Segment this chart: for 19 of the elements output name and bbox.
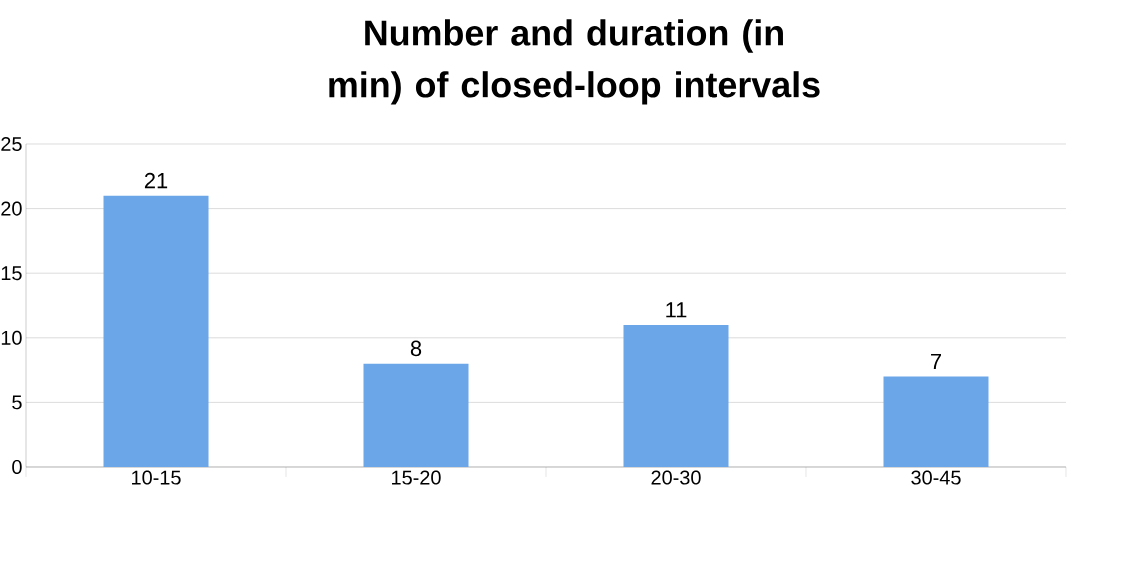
x-tick-label: 30-45	[911, 470, 961, 485]
y-tick-label: 25	[1, 136, 22, 152]
x-tick-label: 15-20	[392, 470, 441, 485]
y-tick-label: 10	[1, 330, 22, 345]
y-tick-label: 5	[12, 395, 22, 410]
data-label: 7	[931, 353, 941, 370]
chart-title: Number and duration (in min) of closed-loop intervals	[329, 19, 820, 105]
bar	[363, 363, 469, 467]
data-label: 8	[410, 340, 422, 357]
bar	[623, 324, 729, 467]
data-label: 21	[144, 172, 168, 189]
y-tick-label: 15	[1, 266, 22, 281]
x-tick-label: 20-30	[651, 470, 701, 485]
y-tick-label: 20	[1, 201, 22, 216]
x-tick-label: 10-15	[132, 470, 181, 485]
bar	[883, 376, 989, 467]
data-label: 11	[666, 302, 687, 318]
bar	[103, 195, 209, 467]
y-tick-label: 0	[12, 459, 22, 475]
